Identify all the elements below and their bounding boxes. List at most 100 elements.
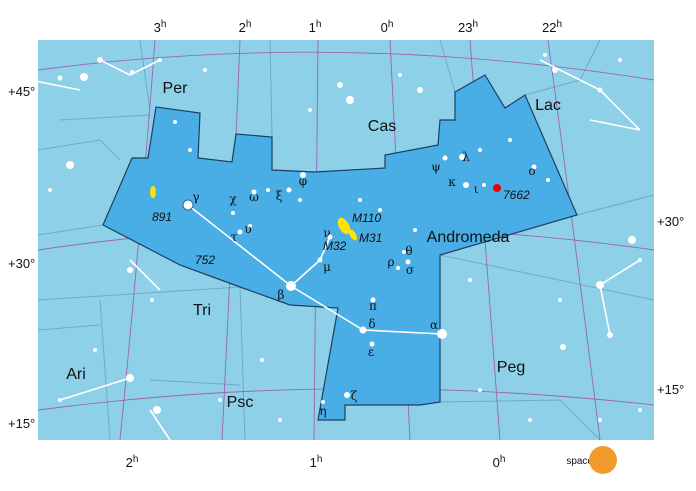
star [417,87,423,93]
star [478,388,482,392]
star [173,120,177,124]
galaxy [150,186,156,198]
star [203,68,207,72]
star [442,155,448,161]
logo-text: space [566,456,593,467]
star [337,82,343,88]
star [127,267,133,273]
ra-hour: 2 [239,20,246,35]
stars [48,53,642,422]
star-label: ο [528,164,535,178]
star-label: τ [231,230,238,244]
object-label: 7662 [503,188,530,202]
star [552,67,558,73]
star [286,281,296,291]
star [97,57,103,63]
star [266,188,270,192]
ra-unit: h [316,19,322,30]
star [618,58,622,62]
dec-label: +30° [657,214,684,229]
star [358,198,362,202]
constellation-name: Cas [368,118,396,135]
object-label: M31 [359,231,382,245]
ra-unit: h [317,454,323,465]
star-label: α [430,318,438,332]
star [528,418,532,422]
ra-hour: 1 [309,20,316,35]
ra-label: 2h [126,454,139,470]
star [478,148,482,152]
planetary-nebula [493,184,501,192]
star [405,259,411,265]
constellation-name: Lac [535,97,561,114]
star [508,138,512,142]
star [628,236,636,244]
ra-label: 0h [493,454,506,470]
star-label: δ [368,317,375,331]
object-label: M110 [352,211,381,225]
star-label: γ [192,190,199,204]
star [543,53,547,57]
star [286,187,292,193]
star [248,224,252,228]
object-label: 891 [152,210,172,224]
star [598,418,602,422]
star [638,258,642,262]
galaxy [349,229,357,241]
star [48,188,52,192]
star [130,70,134,74]
star [237,229,243,235]
star [57,75,63,81]
star-label: λ [462,150,470,164]
star [560,344,566,350]
constellation-name: Per [163,80,189,97]
star [278,418,282,422]
star [437,329,447,339]
star-label: χ [229,192,237,206]
ra-label: 2h [239,19,252,35]
star-label: ω [249,190,259,204]
star-label: η [319,404,326,418]
star [558,298,562,302]
star [468,278,472,282]
star [231,211,235,215]
ra-label: 1h [310,454,323,470]
ra-hour: 0 [381,20,388,35]
constellation-name: Tri [193,302,211,319]
ra-hour: 22 [542,20,556,35]
star-label: ζ [351,389,358,403]
ra-hour: 2 [126,455,133,470]
star [396,266,400,270]
dec-label: +45° [8,84,35,99]
star [398,73,402,77]
star [93,348,97,352]
dec-label: +15° [8,416,35,431]
andromeda-boundary [102,74,578,421]
star-label: σ [406,263,414,277]
star [344,392,350,398]
star-label: ι [474,182,479,196]
star [66,161,74,169]
star [308,108,312,112]
ra-label: 0h [381,19,394,35]
star [58,398,62,402]
star-label: φ [299,174,307,188]
star [359,326,367,334]
dec-label: +15° [657,382,684,397]
constellation-name: Ari [66,366,86,383]
ra-unit: h [161,19,167,30]
star [638,408,642,412]
star [126,374,134,382]
star-label: κ [448,175,456,189]
ra-unit: h [556,19,562,30]
star [531,164,537,170]
logo-mark [589,446,617,474]
star [298,198,302,202]
star [188,148,192,152]
dec-label: +30° [8,256,35,271]
ra-unit: h [246,19,252,30]
star [402,250,406,254]
star [150,298,154,302]
